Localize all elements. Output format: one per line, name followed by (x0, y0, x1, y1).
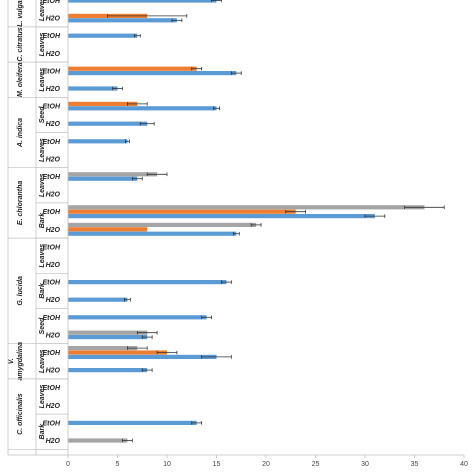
bar-orange (68, 350, 167, 355)
solvent-label: EtOH (43, 209, 61, 216)
solvent-label: EtOH (43, 139, 61, 146)
part-label: Bark (39, 282, 46, 299)
solvent-label: H2O (46, 368, 61, 375)
solvent-label: H2O (46, 227, 61, 234)
bar-blue (68, 121, 148, 126)
part-label: Leaves (39, 349, 46, 373)
bar-orange (68, 101, 138, 106)
bar-orange (68, 209, 296, 214)
bar-blue (68, 231, 237, 236)
part-label: Leaves (39, 385, 46, 409)
solvent-label: EtOH (43, 33, 61, 40)
solvent-label: H2O (46, 403, 61, 410)
bar-blue (68, 86, 118, 91)
x-tick-label: 20 (262, 461, 270, 468)
bar-blue (68, 71, 237, 76)
solvent-label: EtOH (43, 315, 61, 322)
bar-blue (68, 280, 227, 285)
solvent-label: H2O (46, 16, 61, 23)
solvent-label: EtOH (43, 104, 61, 111)
species-label: L. vulgaris (17, 0, 24, 27)
x-tick-label: 35 (411, 461, 419, 468)
solvent-label: H2O (46, 192, 61, 199)
x-tick-label: 30 (361, 461, 369, 468)
bar-blue (68, 335, 148, 340)
species-label: C. citratus (17, 27, 24, 61)
part-label: Seed (39, 106, 46, 123)
x-tick-label: 10 (163, 461, 171, 468)
solvent-label: EtOH (43, 350, 61, 357)
bar-orange (68, 227, 148, 232)
solvent-label: H2O (46, 86, 61, 93)
part-label: Leaves (39, 138, 46, 162)
bar-gray (68, 222, 257, 227)
species-label: C. officinalis (17, 393, 24, 435)
solvent-label: H2O (46, 332, 61, 339)
bar-blue (68, 176, 138, 181)
part-label: Bark (39, 212, 46, 229)
solvent-label: EtOH (43, 244, 61, 251)
part-label: Leaves (39, 173, 46, 197)
bar-gray (68, 438, 128, 443)
part-label: Leaves (39, 0, 46, 21)
solvent-label: EtOH (43, 0, 61, 5)
species-label-line: V. (8, 358, 15, 364)
x-tick-label: 25 (312, 461, 320, 468)
solvent-label: H2O (46, 297, 61, 304)
x-tick-label: 0 (66, 461, 70, 468)
x-tick-label: 15 (213, 461, 221, 468)
bar-blue (68, 297, 128, 302)
bar-orange (68, 66, 197, 71)
part-label: Seed (39, 317, 46, 334)
bar-blue (68, 18, 177, 23)
bar-blue (68, 368, 148, 373)
solvent-label: H2O (46, 121, 61, 128)
solvent-label: EtOH (43, 174, 61, 181)
solvent-label: H2O (46, 438, 61, 445)
species-label: A. indica (17, 118, 24, 148)
bar-blue (68, 315, 207, 320)
bar-gray (68, 330, 148, 335)
solvent-label: EtOH (43, 280, 61, 287)
bar-gray (68, 205, 425, 210)
solvent-label: EtOH (43, 385, 61, 392)
x-tick-label: 5 (116, 461, 120, 468)
part-label: Bark (39, 423, 46, 440)
solvent-label: EtOH (43, 420, 61, 427)
solvent-label: H2O (46, 262, 61, 269)
bar-blue (68, 0, 217, 3)
bar-blue (68, 106, 217, 111)
x-tick-label: 40 (460, 461, 468, 468)
bar-blue (68, 354, 217, 359)
solvent-label: H2O (46, 51, 61, 58)
part-label: Leaves (39, 68, 46, 92)
species-label: M. oleifera (17, 62, 24, 97)
bar-gray (68, 346, 138, 351)
species-label: G. lucida (17, 276, 24, 306)
solvent-label: H2O (46, 156, 61, 163)
bar-blue (68, 214, 375, 219)
species-label: E. chlorantha (17, 181, 24, 225)
bar-blue (68, 139, 128, 144)
part-label: Leaves (39, 33, 46, 57)
bar-blue (68, 33, 138, 38)
species-label-line: amygdalina (17, 342, 24, 381)
bar-gray (68, 172, 158, 177)
part-label: Leaves (39, 244, 46, 268)
solvent-label: EtOH (43, 68, 61, 75)
bar-blue (68, 420, 197, 425)
